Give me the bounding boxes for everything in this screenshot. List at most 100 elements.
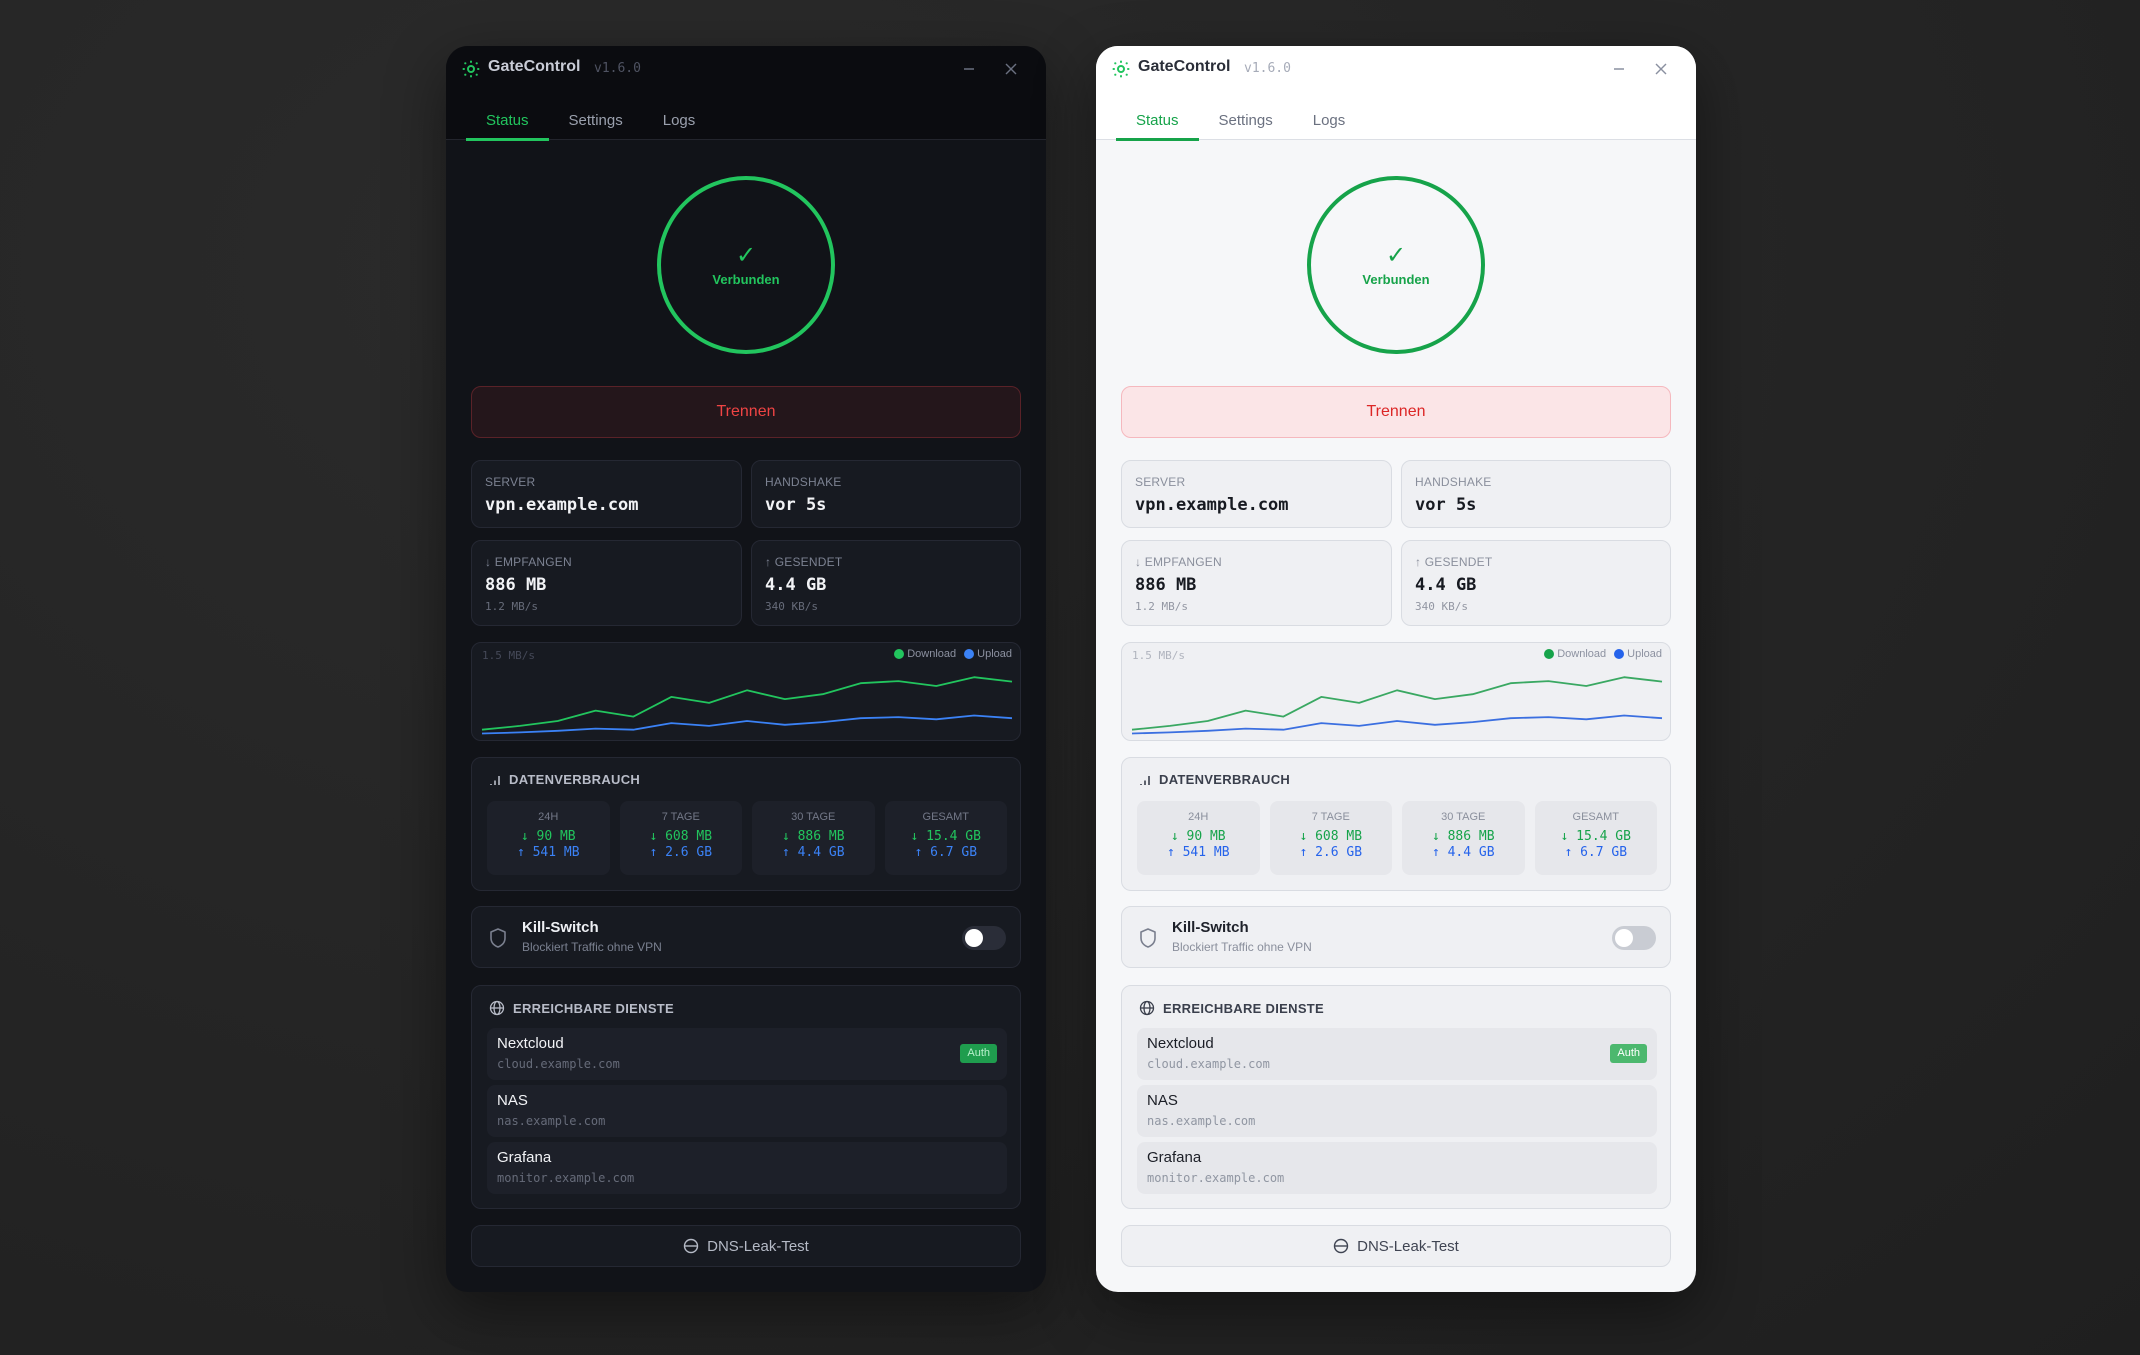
sun-logo-icon (462, 60, 480, 78)
server-label: SERVER (485, 475, 536, 489)
server-value: vpn.example.com (485, 495, 639, 515)
service-nas[interactable]: NAS nas.example.com (1137, 1085, 1657, 1137)
tab-status[interactable]: Status (1116, 104, 1199, 141)
legend-upload: Upload (1614, 648, 1662, 660)
service-nextcloud[interactable]: Nextcloud cloud.example.com Auth (1137, 1028, 1657, 1080)
service-host: nas.example.com (1147, 1114, 1256, 1128)
services-title: ERREICHBARE DIENSTE (489, 1000, 674, 1016)
service-name: Nextcloud (1147, 1035, 1214, 1052)
service-host: nas.example.com (497, 1114, 606, 1128)
download-line (481, 676, 1013, 731)
globe-icon (489, 1000, 505, 1016)
usage-period-label: 7 TAGE (1311, 811, 1350, 823)
chart-y-max-label: 1.5 MB/s (1132, 649, 1185, 662)
usage-period-label: 30 TAGE (1441, 811, 1486, 823)
tab-logs[interactable]: Logs (1312, 112, 1346, 129)
chart-y-max-label: 1.5 MB/s (482, 649, 535, 662)
tab-bar: Status Settings Logs (466, 104, 715, 141)
tab-bar: Status Settings Logs (1116, 104, 1365, 141)
usage-download: ↓ 90 MB (1170, 829, 1226, 844)
download-dot-icon (894, 649, 905, 659)
traffic-chart: 1.5 MB/s Download Upload (1121, 642, 1671, 741)
sun-logo-icon (1112, 60, 1130, 78)
app-window-light: GateControl v1.6.0 Status Settings Logs … (1096, 46, 1696, 1292)
disconnect-button[interactable]: Trennen (471, 386, 1021, 438)
service-host: cloud.example.com (497, 1057, 620, 1071)
service-nextcloud[interactable]: Nextcloud cloud.example.com Auth (487, 1028, 1007, 1080)
status-label: Verbunden (1362, 271, 1430, 287)
connection-status-indicator: ✓ Verbunden (657, 176, 835, 354)
close-icon (1005, 63, 1017, 75)
usage-period-label: 30 TAGE (791, 811, 836, 823)
service-nas[interactable]: NAS nas.example.com (487, 1085, 1007, 1137)
minimize-button[interactable] (1606, 56, 1632, 82)
usage-upload: ↑ 2.6 GB (1299, 845, 1363, 860)
kill-switch-toggle[interactable] (962, 926, 1006, 950)
tab-logs[interactable]: Logs (662, 112, 696, 129)
tab-settings[interactable]: Settings (568, 112, 623, 129)
traffic-chart: 1.5 MB/s Download Upload (471, 642, 1021, 741)
disconnect-button[interactable]: Trennen (1121, 386, 1671, 438)
chart-legend: Download Upload (1544, 648, 1662, 660)
data-usage-title-text: DATENVERBRAUCH (509, 772, 641, 787)
download-line (1131, 676, 1663, 731)
usage-upload: ↑ 6.7 GB (914, 845, 978, 860)
usage-grid: 24H ↓ 90 MB ↑ 541 MB 7 TAGE ↓ 608 MB ↑ 2… (487, 801, 1007, 875)
minimize-button[interactable] (956, 56, 982, 82)
dns-leak-test-label: DNS-Leak-Test (1357, 1237, 1459, 1255)
data-usage-title-text: DATENVERBRAUCH (1159, 772, 1291, 787)
tab-settings[interactable]: Settings (1218, 112, 1273, 129)
usage-download: ↓ 15.4 GB (910, 829, 981, 844)
kill-switch-panel: Kill-Switch Blockiert Traffic ohne VPN (471, 906, 1021, 968)
legend-download: Download (1544, 648, 1606, 660)
service-grafana[interactable]: Grafana monitor.example.com (487, 1142, 1007, 1194)
received-value: 886 MB (485, 575, 547, 595)
usage-30-days: 30 TAGE ↓ 886 MB ↑ 4.4 GB (1402, 801, 1525, 875)
sent-card: ↑ GESENDET 4.4 GB 340 KB/s (1401, 540, 1671, 626)
dns-test-icon (683, 1238, 699, 1254)
received-rate: 1.2 MB/s (1135, 600, 1188, 613)
sent-rate: 340 KB/s (765, 600, 818, 613)
shield-icon (1140, 928, 1156, 948)
service-host: cloud.example.com (1147, 1057, 1270, 1071)
title-bar: GateControl v1.6.0 Status Settings Logs (446, 46, 1046, 141)
handshake-value: vor 5s (1415, 495, 1477, 515)
bar-chart-icon (490, 775, 500, 785)
app-version: v1.6.0 (1244, 61, 1291, 76)
usage-download: ↓ 608 MB (1299, 829, 1363, 844)
kill-switch-title: Kill-Switch (1172, 919, 1249, 936)
toggle-knob (1615, 929, 1633, 947)
upload-dot-icon (1614, 649, 1625, 659)
sent-card: ↑ GESENDET 4.4 GB 340 KB/s (751, 540, 1021, 626)
service-host: monitor.example.com (1147, 1171, 1285, 1185)
handshake-card: HANDSHAKE vor 5s (751, 460, 1021, 528)
server-card: SERVER vpn.example.com (1121, 460, 1392, 528)
globe-icon (1139, 1000, 1155, 1016)
handshake-label: HANDSHAKE (765, 475, 842, 489)
dns-leak-test-button[interactable]: DNS-Leak-Test (471, 1225, 1021, 1267)
usage-period-label: GESAMT (922, 811, 969, 823)
server-label: SERVER (1135, 475, 1186, 489)
service-host: monitor.example.com (497, 1171, 635, 1185)
dns-leak-test-label: DNS-Leak-Test (707, 1237, 809, 1255)
data-usage-panel: DATENVERBRAUCH 24H ↓ 90 MB ↑ 541 MB 7 TA… (1121, 757, 1671, 891)
dns-leak-test-button[interactable]: DNS-Leak-Test (1121, 1225, 1671, 1267)
close-button[interactable] (998, 56, 1024, 82)
toggle-knob (965, 929, 983, 947)
download-dot-icon (1544, 649, 1555, 659)
received-card: ↓ EMPFANGEN 886 MB 1.2 MB/s (471, 540, 742, 626)
tab-status[interactable]: Status (466, 104, 549, 141)
usage-upload: ↑ 6.7 GB (1564, 845, 1628, 860)
kill-switch-description: Blockiert Traffic ohne VPN (1172, 940, 1312, 954)
server-value: vpn.example.com (1135, 495, 1289, 515)
service-grafana[interactable]: Grafana monitor.example.com (1137, 1142, 1657, 1194)
bar-chart-icon (1140, 775, 1150, 785)
minimize-icon (964, 68, 974, 70)
server-card: SERVER vpn.example.com (471, 460, 742, 528)
usage-download: ↓ 15.4 GB (1560, 829, 1631, 844)
sent-value: 4.4 GB (765, 575, 827, 595)
kill-switch-toggle[interactable] (1612, 926, 1656, 950)
received-label: ↓ EMPFANGEN (1135, 555, 1222, 569)
close-button[interactable] (1648, 56, 1674, 82)
handshake-label: HANDSHAKE (1415, 475, 1492, 489)
